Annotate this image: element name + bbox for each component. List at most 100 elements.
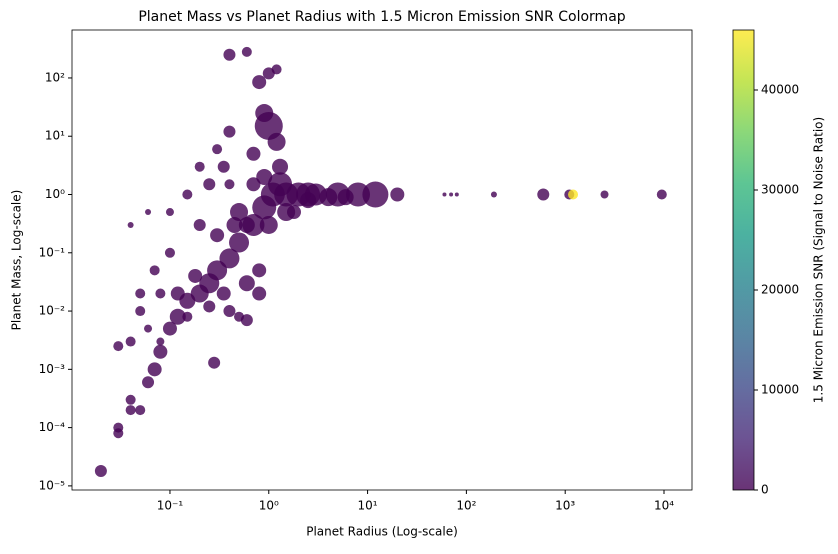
point [145,209,152,216]
x-tick-label: 10¹ [358,499,378,513]
point [246,146,261,161]
x-axis-label: Planet Radius (Log-scale) [306,525,458,539]
colorbar-label: 1.5 Micron Emission SNR (Signal to Noise… [812,117,826,403]
point [193,218,206,231]
point [155,288,166,299]
point [203,178,216,191]
point [182,189,193,200]
point [182,311,193,322]
point [537,188,550,201]
point [238,275,255,292]
point [224,179,235,190]
point [208,356,221,369]
point [238,216,255,233]
point [125,394,136,405]
point [259,215,278,234]
point [272,158,289,175]
colorbar-tick-label: 0 [761,483,769,497]
point [113,341,124,352]
point [135,288,146,299]
point [300,192,317,209]
point [490,191,497,198]
plot-area [72,30,692,490]
x-tick-label: 10⁻¹ [157,499,184,513]
chart-title: Planet Mass vs Planet Radius with 1.5 Mi… [138,9,625,25]
point [216,286,231,301]
point [568,189,579,200]
point [252,263,267,278]
point [144,324,153,333]
y-tick-label: 10² [45,70,65,84]
point [212,144,223,155]
point [135,306,146,317]
point [271,64,282,75]
point [219,248,240,269]
point [125,405,136,416]
point [223,125,236,138]
point [337,189,354,206]
point [203,300,216,313]
point [390,187,405,202]
point [135,405,146,416]
point [162,321,177,336]
point [267,132,286,151]
x-tick-label: 10⁴ [654,499,674,513]
point [169,308,186,325]
colorbar-tick-label: 10000 [761,383,799,397]
point [600,190,609,199]
point [217,160,230,173]
point [125,336,136,347]
point [226,216,243,233]
point [153,344,168,359]
axes-frame [71,29,693,491]
point [156,337,165,346]
point [223,48,236,61]
y-tick-label: 10⁻⁵ [39,478,66,492]
y-tick-label: 10⁻¹ [39,245,66,259]
y-tick-label: 10⁰ [45,187,65,201]
y-tick-label: 10⁻⁴ [39,420,66,434]
point [207,260,228,281]
point [286,205,301,220]
point [319,188,338,207]
point [149,265,160,276]
point [94,465,107,478]
y-tick-label: 10⁻³ [39,362,66,376]
point [449,192,454,197]
point [255,104,274,123]
x-tick-label: 10³ [555,499,575,513]
y-tick-label: 10⁻² [39,304,66,318]
point [142,376,155,389]
point [656,189,667,200]
point [165,208,174,217]
point [246,177,261,192]
point [240,314,253,327]
point [188,268,203,283]
point [229,232,250,253]
point [113,428,124,439]
colorbar-tick-label: 40000 [761,83,799,97]
colorbar-tick-label: 30000 [761,183,799,197]
y-tick-label: 10¹ [45,129,65,143]
point [256,168,273,185]
point [241,46,252,57]
point [252,286,267,301]
point [362,181,389,208]
colorbar [732,29,755,491]
y-axis-label: Planet Mass, Log-scale) [10,190,24,331]
point [454,192,459,197]
point [210,228,225,243]
point [230,203,249,222]
point [147,362,162,377]
point [170,286,185,301]
point [252,75,267,90]
x-tick-label: 10⁰ [259,499,279,513]
point [442,192,447,197]
x-tick-label: 10² [456,499,476,513]
point [127,221,134,228]
point [194,161,205,172]
colorbar-tick-label: 20000 [761,283,799,297]
point [164,247,175,258]
point [223,305,236,318]
